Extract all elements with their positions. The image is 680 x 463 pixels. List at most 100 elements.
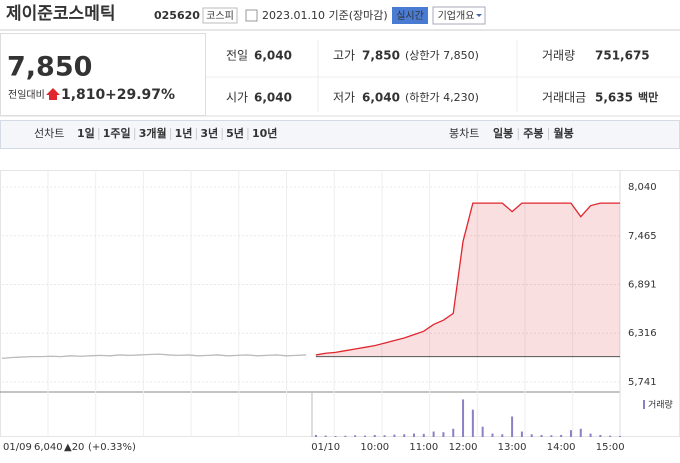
info-value: 6,040 (254, 49, 292, 63)
info-label: 거래량 (542, 49, 575, 63)
period-tab[interactable]: 3년 (200, 126, 218, 140)
volume-bar (491, 433, 494, 437)
x-tick-label: 11:00 (409, 442, 438, 453)
footer-price: 6,040 (34, 442, 63, 453)
up-arrow (46, 88, 60, 100)
info-label: 거래대금 (542, 91, 586, 105)
volume-bar (324, 435, 327, 437)
period-tab[interactable]: 1주일 (103, 126, 131, 140)
x-tick-label: 01/10 (311, 442, 340, 453)
volume-bar (314, 434, 317, 437)
legend-swatch (643, 400, 645, 409)
info-value: 7,850 (362, 49, 400, 63)
chart: 5,741 6,316 6,891 7,465 8,040 01/10 10:00 11:00… (0, 170, 680, 453)
info-value: 751,675 (595, 49, 650, 63)
volume-bar (550, 435, 553, 437)
calendar-icon (245, 9, 258, 22)
footer-date: 01/09 (3, 442, 32, 453)
stock-code: 025620 (154, 9, 200, 22)
volume-bar (501, 434, 504, 437)
price-line (1, 353, 307, 359)
info-note: (하한가 4,230) (405, 90, 479, 104)
volume-bar (511, 416, 514, 437)
dropdown-arrow (476, 14, 482, 17)
tab-label: 봉차트 (449, 127, 479, 140)
volume-bar (354, 435, 357, 437)
period-tab[interactable]: 10년 (252, 126, 277, 140)
volume-bar (462, 399, 465, 437)
y-tick-label: 6,891 (628, 279, 657, 290)
volume-bar (383, 435, 386, 437)
info-label: 저가 (333, 91, 355, 105)
volume-bar (589, 433, 592, 437)
legend-label: 거래량 (648, 399, 673, 411)
info-table: 전일 6,040 고가 7,850 (상한가 7,850) 거래량 751,675 시가 6,0… (226, 49, 658, 105)
date: 2023.01.10 기준(장마감) (262, 9, 388, 22)
volume-bar (540, 434, 543, 437)
period-tab[interactable]: 3개월 (139, 126, 167, 140)
stock-name: 제이준코스메틱 (6, 4, 115, 24)
volume-bar (393, 434, 396, 437)
y-tick-label: 8,040 (628, 182, 657, 193)
x-tick-label: 13:00 (498, 442, 527, 453)
change-pct: +29.97% (105, 87, 175, 103)
volume-bar (442, 432, 445, 437)
footer-pct: (+0.33%) (88, 442, 136, 453)
realtime-label[interactable]: 실시간 (396, 10, 424, 22)
volume-bar (520, 431, 523, 437)
market: 코스피 (206, 10, 234, 22)
current-price: 7,850 (7, 52, 92, 83)
info-label: 시가 (226, 91, 248, 105)
x-tick-label: 12:00 (449, 442, 478, 453)
volume-bar (579, 428, 582, 437)
volume-bar (619, 435, 621, 437)
info-unit: 백만 (638, 90, 658, 104)
volume-bar (403, 434, 406, 437)
footer-change: ▲20 (64, 442, 84, 453)
y-tick-label: 5,741 (628, 377, 657, 388)
volume-bar (432, 431, 435, 437)
info-note: (상한가 7,850) (405, 49, 479, 62)
candle-tab[interactable]: 일봉 (493, 126, 513, 140)
period-tab[interactable]: 1년 (175, 126, 193, 140)
overview-button[interactable] (432, 6, 486, 25)
candle-tab[interactable]: 월봉 (554, 126, 574, 140)
volume-bar (452, 428, 455, 437)
y-tick-label: 7,465 (628, 231, 657, 242)
footer: 01/09 6,040 ▲20 (+0.33%) (3, 442, 136, 453)
x-tick-label: 14:00 (547, 442, 576, 453)
volume-bar (560, 434, 563, 437)
info-value: 6,040 (362, 91, 400, 105)
candle-tab[interactable]: 주봉 (523, 127, 543, 140)
volume-bar (422, 433, 425, 437)
volume-bar (599, 434, 602, 437)
x-tick-label: 15:00 (596, 442, 625, 453)
period-tab[interactable]: 5년 (226, 126, 244, 140)
change-label: 전일대비 (8, 89, 45, 101)
volume-bar (373, 434, 376, 437)
volume-bar (609, 435, 612, 437)
period-tab[interactable]: 1일 (77, 126, 95, 140)
info-label: 고가 (333, 49, 355, 63)
volume-bar (413, 433, 415, 437)
overview-label[interactable]: 기업개요 (438, 9, 475, 22)
info-value: 5,635 (595, 91, 633, 105)
volume-bar (334, 435, 337, 437)
volume-bar (363, 435, 366, 437)
tabs: 선차트 1일 1주일 3개월 1년 3년 5년 10년 봉차트 일봉 주봉 월봉 (34, 126, 574, 140)
tab-label: 선차트 (34, 127, 64, 140)
x-tick-label: 10:00 (360, 442, 389, 453)
volume-bar (530, 434, 533, 437)
volume-bar (481, 426, 484, 437)
change: 1,810 (61, 87, 106, 103)
market-badge (202, 7, 238, 24)
y-tick-label: 6,316 (628, 328, 657, 339)
volume-bar (569, 430, 572, 437)
area (315, 203, 620, 357)
info-label: 전일 (226, 49, 248, 63)
realtime-button[interactable] (392, 7, 428, 24)
info-value: 6,040 (254, 91, 292, 105)
price-line (315, 202, 620, 356)
volume-bar (471, 409, 474, 437)
